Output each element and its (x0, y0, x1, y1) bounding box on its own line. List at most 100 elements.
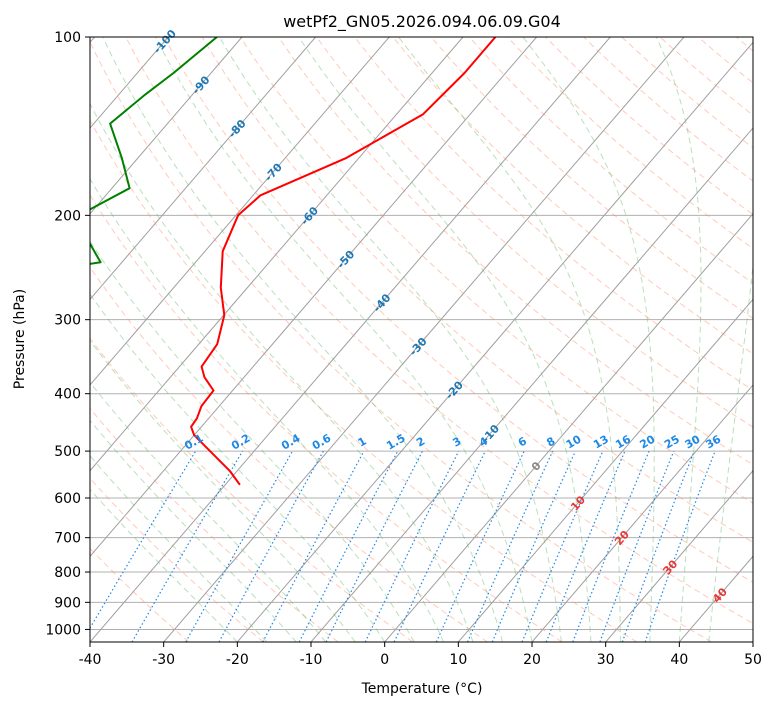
isotherm-line (90, 37, 316, 301)
mixing-ratio-line (185, 450, 294, 642)
moist-adiabat-line (90, 177, 445, 642)
isotherm-line (163, 37, 685, 642)
mixing-ratio-label: 8 (544, 435, 557, 450)
x-tick-label: 50 (744, 652, 762, 668)
mixing-ratio-line (298, 450, 399, 642)
mixing-ratio-line (621, 450, 695, 642)
x-axis-ticks: -40 -30 -20 -10 0 10 20 30 40 50 (79, 642, 762, 668)
isotherm-line (90, 37, 537, 558)
x-axis-label: Temperature (°C) (361, 681, 483, 697)
isotherm-line (90, 37, 464, 472)
isotherm-line (457, 298, 753, 642)
isotherm-line (90, 37, 243, 215)
isotherm-line (90, 37, 611, 642)
mixing-ratio-label: 0.6 (310, 431, 334, 452)
moist-adiabat-line (298, 37, 592, 642)
dry-adiabat-line (468, 37, 753, 284)
dry-adiabat-line (354, 37, 753, 391)
moist-adiabat-line (90, 102, 474, 642)
dry-adiabat-line (507, 37, 753, 250)
dry-adiabat-line (90, 194, 563, 642)
mixing-ratio-line (644, 450, 716, 642)
moist-adiabat-line (90, 455, 268, 642)
y-tick-label: 800 (54, 565, 81, 581)
mixing-ratio-label: 0.2 (229, 432, 252, 453)
mixing-ratio-line (364, 450, 460, 642)
x-tick-label: -30 (152, 652, 175, 668)
x-tick-label: 0 (380, 652, 389, 668)
moist-adiabat-line (522, 37, 655, 642)
isotherm-label: -100 (151, 27, 179, 56)
isotherm-line (90, 37, 390, 386)
mixing-ratio-label: 0.4 (279, 431, 303, 452)
mixing-ratio-label: 1.5 (384, 432, 407, 453)
y-tick-label: 700 (54, 531, 81, 547)
mixing-ratio-line (466, 450, 554, 642)
mixing-ratio-label: 30 (683, 432, 703, 451)
dry-adiabat-line (697, 37, 753, 84)
mixing-ratio-label: 10 (564, 432, 584, 451)
dry-adiabat-line (392, 37, 753, 355)
y-axis-ticks: 100 200 300 400 500 600 700 800 900 1000 (45, 30, 90, 638)
mixing-ratio-line (599, 450, 675, 642)
temperature-profile-line (190, 37, 497, 486)
line-labels: 0.1 0.2 0.4 0.6 1 1.5 2 3 4 6 8 10 13 16 20 25 30 36-100-… (151, 27, 730, 606)
moist-adiabat-line (218, 37, 562, 642)
mixing-ratio-label: 0.1 (182, 432, 205, 453)
isotherm-line (678, 555, 753, 642)
moist-adiabat-line (90, 381, 327, 642)
x-tick-label: -20 (226, 652, 249, 668)
dry-adiabat-line (90, 119, 638, 642)
moist-adiabat-line (90, 339, 356, 642)
moist-adiabat-line (655, 37, 702, 642)
y-tick-label: 200 (54, 208, 81, 224)
isotherm-line (605, 469, 753, 642)
dry-adiabat-line (201, 37, 753, 543)
isotherm-line (531, 384, 753, 642)
dry-adiabat-line (316, 37, 753, 428)
dry-adiabat-line (735, 37, 753, 52)
isotherm-line (384, 212, 753, 642)
moist-adiabat-line (90, 419, 297, 642)
mixing-ratio-label: 25 (662, 433, 682, 452)
dry-adiabat-line (545, 37, 753, 216)
mixing-ratio-label: 16 (613, 432, 633, 451)
moist-adiabat-line (90, 240, 415, 642)
mixing-ratio-line (90, 450, 197, 630)
x-tick-label: -10 (300, 652, 323, 668)
y-axis-label: Pressure (hPa) (12, 289, 28, 389)
y-tick-label: 400 (54, 387, 81, 403)
mixing-ratio-line (435, 450, 525, 642)
isotherm-line (310, 127, 753, 642)
moist-adiabat-line (154, 37, 533, 642)
dry-adiabat-line (239, 37, 753, 504)
x-tick-label: 30 (597, 652, 615, 668)
mixing-ratio-line (218, 450, 324, 642)
mixing-ratio-label: 1 (356, 435, 369, 450)
mixing-ratio-line (491, 450, 576, 642)
mixing-ratio-line (572, 450, 650, 642)
x-tick-label: 20 (523, 652, 541, 668)
dry-adiabat-line (90, 40, 712, 642)
dry-adiabat-line (277, 37, 753, 466)
moist-adiabat-line (102, 37, 503, 642)
dry-adiabat-line (621, 37, 753, 149)
dry-adiabat-line (90, 407, 339, 642)
grid-layer (90, 36, 753, 630)
mixing-ratio-label: 2 (414, 435, 427, 450)
moist-adiabat-line (398, 37, 621, 642)
mixing-ratio-label: 13 (591, 433, 611, 452)
mixing-ratio-line (521, 450, 604, 642)
chart-title: wetPf2_GN05.2026.094.06.09.G04 (283, 12, 561, 32)
y-tick-label: 100 (54, 30, 81, 46)
series-layer (90, 37, 497, 486)
x-tick-label: 10 (449, 652, 467, 668)
y-tick-label: 900 (54, 595, 81, 611)
plot-frame (89, 36, 754, 643)
isotherm-line (752, 641, 753, 642)
isotherm-line (236, 41, 753, 642)
dewpoint-profile-line (90, 37, 218, 265)
dry-adiabat-line (125, 37, 753, 624)
y-tick-label: 300 (54, 313, 81, 329)
mixing-ratio-line (131, 450, 244, 642)
